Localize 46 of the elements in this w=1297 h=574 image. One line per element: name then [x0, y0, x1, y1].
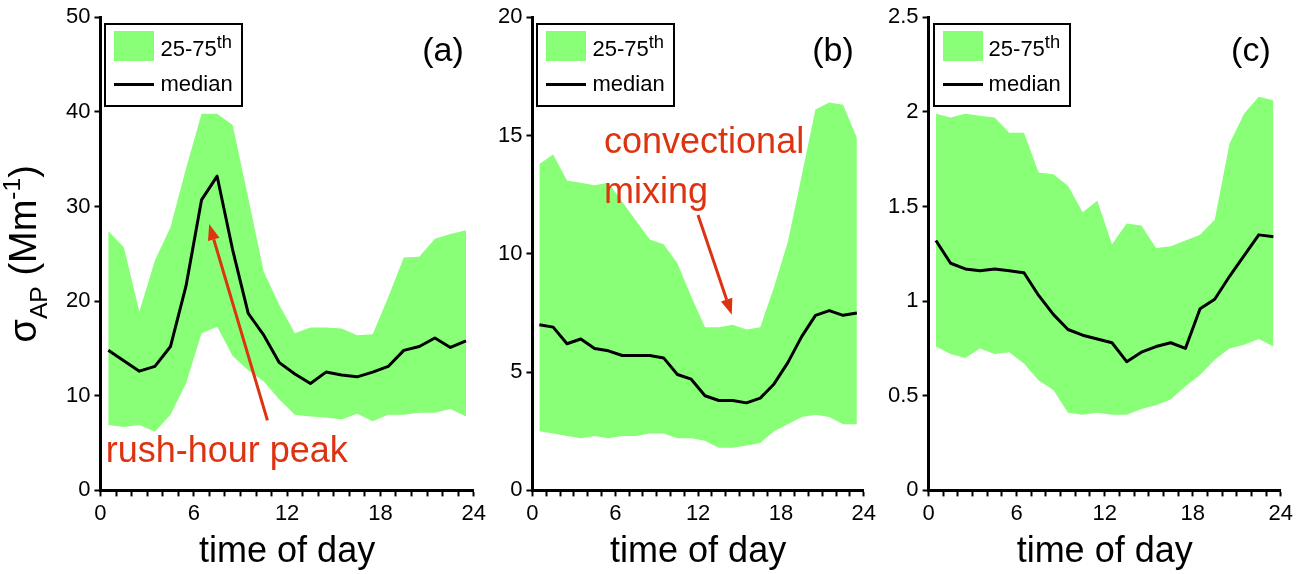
- legend-title: 25-75$^{th}$: [592, 30, 665, 62]
- x-tick-label: 6: [187, 499, 200, 525]
- annotation: (c): [1231, 30, 1271, 69]
- y-tick-label: 2.5: [887, 3, 919, 29]
- y-tick-label: 15: [497, 121, 523, 147]
- x-tick-label: 24: [851, 499, 877, 525]
- x-tick-label: 6: [1010, 499, 1023, 525]
- x-tick-label: 12: [274, 499, 300, 525]
- legend-title: 25-75$^{th}$: [160, 30, 233, 62]
- x-tick-label: 6: [609, 499, 622, 525]
- legend-label: median: [988, 71, 1061, 98]
- x-tick-label: 18: [368, 499, 393, 525]
- x-tick-label: 0: [526, 499, 539, 525]
- y-tick-label: 10: [497, 239, 523, 265]
- y-tick-label: 10: [65, 381, 91, 407]
- annotation: rush-hour peak: [105, 428, 349, 470]
- y-tick-label: 20: [65, 287, 91, 313]
- legend-label: median: [160, 71, 233, 98]
- x-tick-label: 18: [1180, 499, 1205, 525]
- y-tick-label: 2: [906, 97, 919, 123]
- y-tick-label: 40: [65, 97, 91, 123]
- legend-label: median: [592, 71, 665, 98]
- x-tick-label: 24: [1268, 499, 1294, 525]
- x-tick-label: 12: [1092, 499, 1117, 525]
- y-axis-title: σAP (Mm-1): [0, 165, 52, 343]
- x-tick-label: 0: [94, 499, 107, 525]
- y-tick-label: 1: [906, 287, 919, 313]
- x-axis-title: time of day: [610, 529, 787, 571]
- x-tick-label: 12: [685, 499, 711, 525]
- x-tick-label: 24: [461, 499, 487, 525]
- y-tick-label: 50: [65, 3, 91, 29]
- y-tick-label: 0: [510, 476, 523, 502]
- annotation: (a): [422, 30, 464, 69]
- y-tick-label: 0: [906, 476, 919, 502]
- x-axis-title: time of day: [1016, 529, 1193, 571]
- y-tick-label: 20: [497, 3, 523, 29]
- y-tick-label: 0.5: [887, 381, 919, 407]
- annotation: (b): [812, 30, 854, 69]
- x-tick-label: 0: [922, 499, 935, 525]
- x-tick-label: 18: [768, 499, 794, 525]
- y-tick-label: 1.5: [887, 192, 919, 218]
- legend-title: 25-75$^{th}$: [988, 30, 1061, 62]
- x-axis-title: time of day: [199, 529, 376, 571]
- y-tick-label: 0: [78, 476, 91, 502]
- y-tick-label: 5: [510, 358, 523, 384]
- y-tick-label: 30: [65, 192, 91, 218]
